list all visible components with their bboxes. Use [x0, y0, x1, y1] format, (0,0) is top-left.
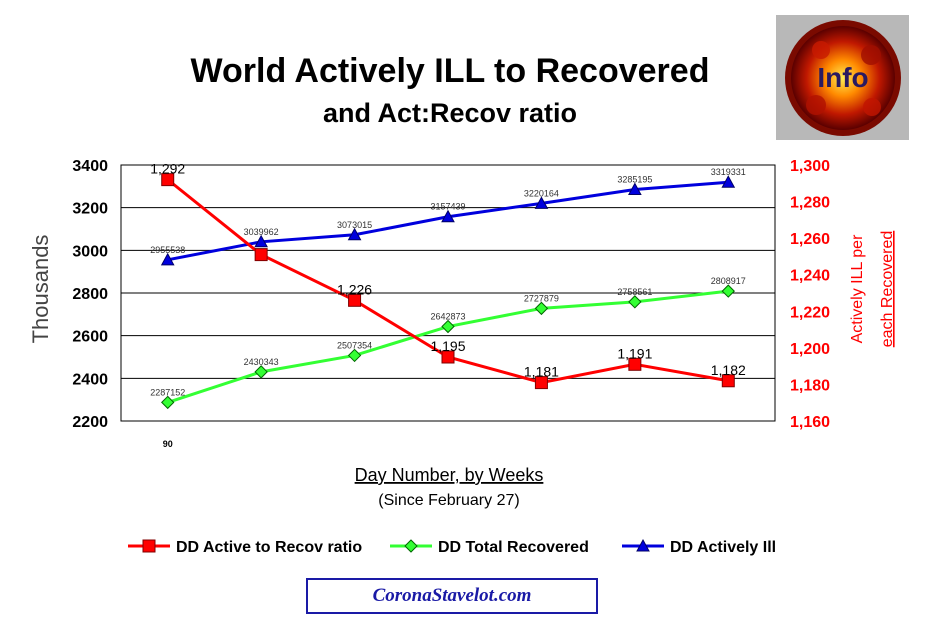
- y-tick-label-left: 2600: [72, 329, 108, 346]
- legend-marker: [636, 538, 650, 552]
- data-label: 1,191: [617, 345, 652, 361]
- data-label: 1,226: [337, 281, 372, 297]
- y-axis-title-right-1: Actively ILL per: [849, 234, 866, 343]
- legend-label: DD Actively Ill: [670, 539, 776, 556]
- data-point: [721, 175, 736, 188]
- data-label: 3157439: [430, 202, 465, 212]
- info-logo-text: Info: [817, 62, 868, 93]
- data-label: 1,182: [711, 362, 746, 378]
- data-label: 1,292: [150, 161, 185, 177]
- y-tick-label-right: 1,160: [790, 414, 830, 431]
- info-logo: Info: [776, 15, 909, 140]
- data-label: 3319331: [711, 167, 746, 177]
- y-tick-label-right: 1,300: [790, 158, 830, 175]
- y-tick-label-right: 1,180: [790, 377, 830, 394]
- data-label: 2955538: [150, 245, 185, 255]
- data-label: 3039962: [244, 227, 279, 237]
- data-label: 3220164: [524, 188, 559, 198]
- x-tick-label: 90: [163, 439, 173, 449]
- x-axis-title: Day Number, by Weeks: [355, 465, 544, 485]
- site-link[interactable]: CoronaStavelot.com: [306, 578, 598, 614]
- data-point: [721, 284, 735, 298]
- data-point: [161, 395, 175, 410]
- y-tick-label-left: 2400: [72, 371, 108, 388]
- chart-title: World Actively ILL to Recovered: [190, 52, 710, 90]
- data-label: 1,195: [430, 338, 465, 354]
- y-tick-label-left: 3000: [72, 243, 108, 260]
- info-logo-icon: Info: [785, 20, 901, 136]
- y-tick-label-right: 1,200: [790, 341, 830, 358]
- data-point: [441, 319, 455, 334]
- data-label: 2758561: [617, 287, 652, 297]
- data-label: 2727879: [524, 293, 559, 303]
- y-tick-label-right: 1,280: [790, 195, 830, 212]
- data-label: 3285195: [617, 174, 652, 184]
- y-tick-label-left: 3200: [72, 201, 108, 218]
- data-point: [347, 227, 362, 241]
- data-point: [534, 301, 549, 316]
- data-label: 2287152: [150, 387, 185, 397]
- data-label: 2507354: [337, 340, 372, 350]
- data-point: [534, 376, 548, 390]
- chart-subtitle: and Act:Recov ratio: [322, 98, 578, 128]
- data-point: [721, 374, 735, 388]
- legend-marker: [404, 539, 418, 553]
- data-label: 2430343: [244, 357, 279, 367]
- legend-label: DD Active to Recov ratio: [176, 539, 362, 556]
- y-tick-label-left: 3400: [72, 158, 108, 175]
- data-point: [254, 234, 268, 248]
- y-axis-title-left: Thousands: [28, 235, 53, 344]
- legend-label: DD Total Recovered: [438, 539, 589, 556]
- data-point: [441, 350, 455, 364]
- data-label: 1,181: [524, 364, 559, 380]
- data-point: [161, 173, 175, 187]
- data-point: [347, 348, 362, 363]
- data-point: [441, 209, 455, 223]
- y-axis-title-right-2: each Recovered: [879, 231, 896, 348]
- y-tick-label-left: 2200: [72, 414, 108, 431]
- data-point: [628, 295, 642, 309]
- y-tick-label-right: 1,260: [790, 231, 830, 248]
- x-axis-subtitle: (Since February 27): [378, 492, 519, 509]
- data-label: 3073015: [337, 220, 372, 230]
- data-point: [534, 196, 549, 209]
- y-tick-label-left: 2800: [72, 286, 108, 303]
- data-point: [160, 252, 175, 266]
- data-point: [628, 182, 642, 195]
- legend-marker: [142, 539, 156, 553]
- y-tick-label-right: 1,240: [790, 268, 830, 285]
- data-label: 2642873: [430, 312, 465, 322]
- data-point: [254, 248, 268, 262]
- data-point: [348, 293, 362, 307]
- data-point: [628, 357, 642, 371]
- data-label: 2808917: [711, 276, 746, 286]
- y-tick-label-right: 1,220: [790, 304, 830, 321]
- data-point: [254, 365, 268, 379]
